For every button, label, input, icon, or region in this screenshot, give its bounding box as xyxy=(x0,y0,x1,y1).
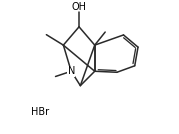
Text: HBr: HBr xyxy=(31,107,49,117)
Text: OH: OH xyxy=(72,2,86,12)
Text: N: N xyxy=(67,66,75,76)
